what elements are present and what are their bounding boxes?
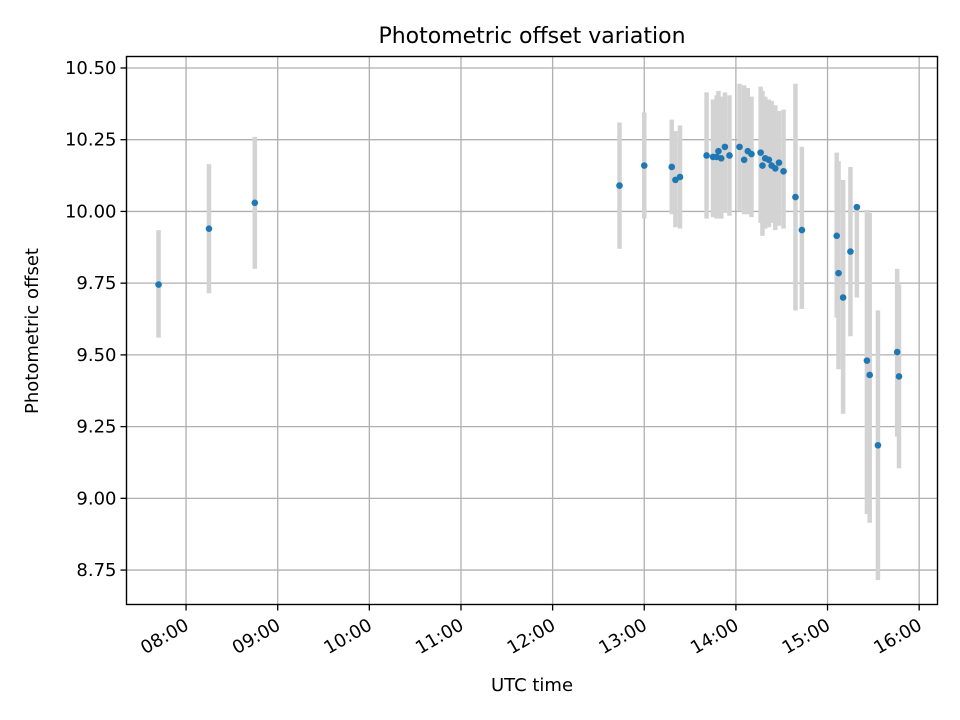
plot-frame: [125, 55, 939, 606]
grid-lines: [126, 56, 938, 605]
data-point: [155, 281, 162, 288]
y-tick-label: 9.00: [76, 488, 116, 509]
data-points: [155, 143, 903, 449]
y-axis-label: Photometric offset: [22, 248, 43, 414]
data-point: [748, 150, 755, 158]
data-point: [775, 159, 783, 166]
data-point: [893, 348, 901, 356]
data-point: [895, 373, 903, 380]
x-tick-label: 10:00: [320, 615, 375, 659]
data-point: [759, 162, 766, 169]
data-point: [772, 165, 779, 172]
data-point: [740, 156, 748, 164]
x-tick-label: 13:00: [595, 615, 650, 659]
data-point: [640, 162, 648, 169]
y-tick-label: 10.50: [65, 58, 117, 79]
y-tick-label: 10.25: [65, 130, 117, 151]
x-tick-label: 14:00: [687, 615, 742, 659]
y-tick-label: 9.25: [76, 417, 116, 438]
data-point: [717, 155, 725, 162]
x-tick-label: 12:00: [504, 615, 559, 659]
data-point: [676, 173, 684, 181]
data-point: [853, 203, 861, 211]
data-point: [703, 152, 710, 159]
data-point: [863, 357, 871, 364]
chart-title: Photometric offset variation: [378, 24, 685, 49]
data-point: [205, 225, 213, 232]
data-point: [721, 143, 729, 151]
x-tick-label: 16:00: [870, 615, 925, 659]
data-point: [833, 232, 840, 240]
x-tick-label: 08:00: [137, 615, 192, 659]
data-point: [874, 441, 882, 449]
data-point: [616, 182, 623, 189]
x-tick-label: 11:00: [412, 615, 467, 659]
data-point: [765, 156, 773, 164]
data-point: [668, 163, 676, 171]
error-bars: [156, 83, 902, 581]
data-point: [792, 193, 799, 201]
data-point: [757, 149, 764, 156]
x-axis-label: UTC time: [491, 675, 573, 696]
data-point: [726, 152, 733, 159]
y-tick-label: 9.50: [76, 345, 116, 366]
data-point: [780, 167, 787, 175]
data-point: [798, 226, 806, 234]
data-point: [839, 294, 847, 301]
y-tick-label: 9.75: [76, 273, 116, 294]
data-point: [251, 199, 259, 207]
data-point: [736, 143, 743, 151]
y-tick-label: 8.75: [76, 560, 116, 581]
data-point: [847, 248, 854, 255]
x-tick-label: 09:00: [229, 615, 284, 659]
x-tick-label: 15:00: [779, 615, 834, 659]
data-point: [715, 147, 722, 155]
data-point: [866, 371, 873, 379]
data-point: [835, 269, 842, 277]
y-tick-label: 10.00: [65, 201, 117, 222]
